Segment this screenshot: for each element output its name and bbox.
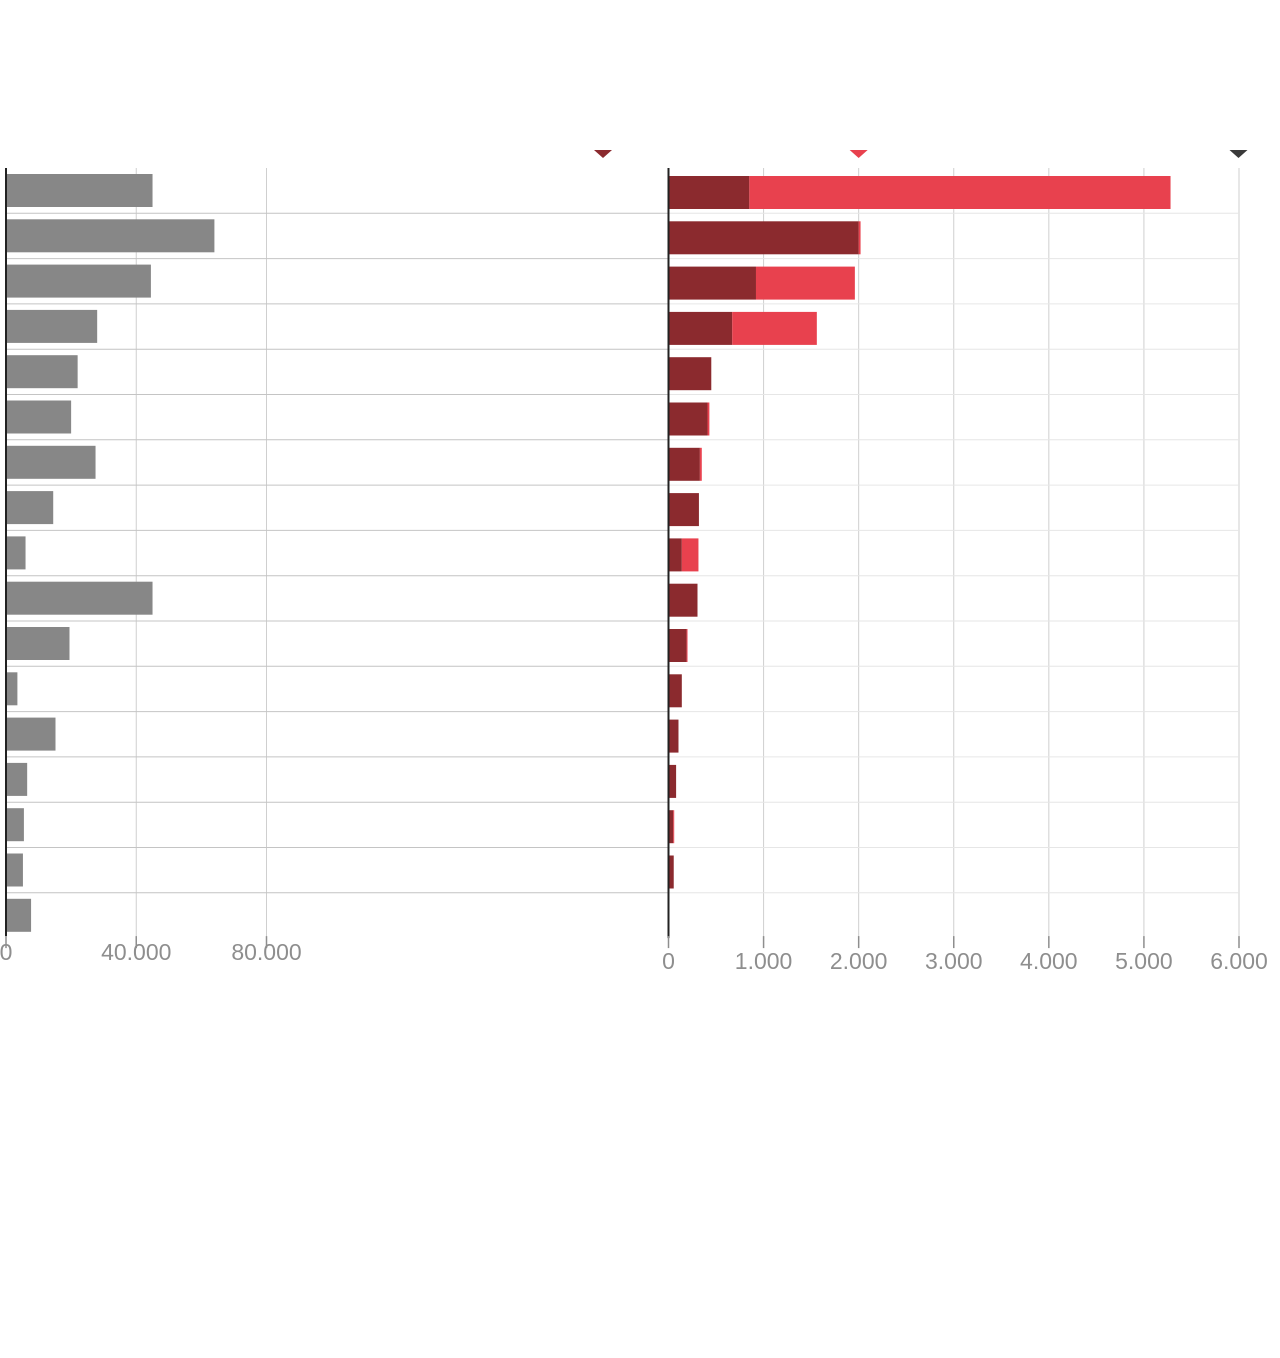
right-tick-label: 2.000 [830,948,888,974]
left-bar [6,717,56,751]
left-bar-chart: 0 40.000 80.000 [0,168,668,965]
right-bar-segment-light [707,402,710,436]
right-tick-label: 0 [662,948,675,974]
marker-triangle [594,150,612,158]
right-bar-segment-light [699,447,702,481]
left-bar [6,400,72,434]
right-bar-segment-dark [668,764,677,798]
left-bar [6,219,215,253]
left-bar [6,581,153,615]
left-bar [6,627,70,660]
left-bar [6,174,153,207]
right-bar-segment-dark [668,674,682,708]
right-bar-segment-light [755,266,855,300]
right-tick-label: 5.000 [1115,948,1173,974]
marker-triangle [1229,150,1248,158]
left-bar [6,672,18,706]
marker-triangle [849,150,868,158]
left-bar [6,445,96,479]
right-bar-segment-dark [668,402,708,436]
left-bar [6,355,78,389]
left-tick-label: 0 [0,939,12,965]
right-bar-segment-dark [668,357,712,391]
right-tick-label: 1.000 [735,948,793,974]
left-bar [6,898,32,932]
right-bar-segment-dark [668,810,674,844]
right-stacked-bar-chart: 0 1.000 2.000 3.000 4.000 5.000 6.000 [594,150,1268,974]
right-bar-segment-dark [668,266,756,300]
left-tick-label: 80.000 [231,939,301,965]
right-bar-segment-dark [668,538,682,572]
right-bar-segment-light [673,810,675,844]
right-bar-segment-dark [668,583,698,617]
right-bar-segment-dark [668,221,859,255]
right-bar-segment-light [686,629,688,662]
left-bar [6,808,24,842]
right-bar-segment-light [749,176,1171,209]
left-tick-label: 40.000 [101,939,171,965]
right-bar-segment-light [732,311,817,345]
right-bar-segment-dark [668,493,699,527]
left-bar [6,762,28,796]
left-bar [6,264,151,298]
left-bar [6,853,23,887]
right-bar-segment-dark [668,176,750,209]
left-bar [6,309,98,343]
right-bar-segment-dark [668,629,687,662]
right-tick-label: 4.000 [1020,948,1078,974]
right-tick-label: 6.000 [1210,948,1268,974]
right-tick-label: 3.000 [925,948,983,974]
right-bar-segment-light [858,221,861,255]
right-bar-segment-dark [668,719,679,753]
right-bar-segment-dark [668,855,674,889]
left-bar [6,536,26,570]
left-bar [6,491,54,525]
right-bar-segment-dark [668,447,700,481]
right-bar-segment-light [681,538,699,572]
right-bar-segment-dark [668,311,733,345]
